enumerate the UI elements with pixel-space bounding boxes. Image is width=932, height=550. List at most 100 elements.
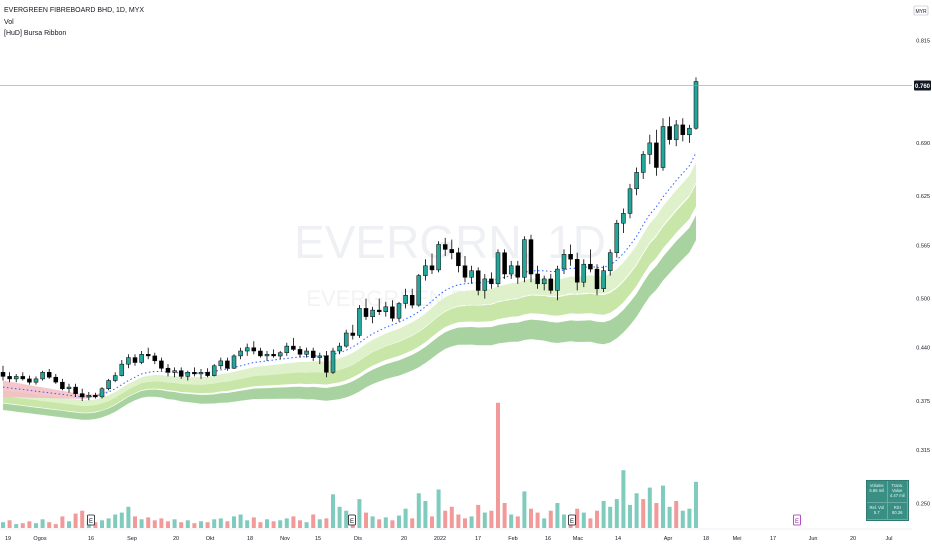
y-tick-label: 0.815	[916, 39, 930, 45]
volume-bar	[667, 506, 672, 528]
candle-body	[541, 278, 547, 285]
volume-bar	[232, 516, 236, 528]
candle-body	[607, 252, 613, 271]
candle-body	[178, 370, 184, 377]
x-tick-label: Jul	[885, 536, 892, 542]
volume-bar	[449, 506, 454, 528]
volume-bar	[73, 513, 78, 528]
x-tick-label: 14	[615, 536, 621, 542]
volume-bar	[482, 512, 487, 528]
candle-body	[667, 126, 672, 140]
x-tick-label: Apr	[664, 536, 673, 542]
volume-bar	[614, 499, 619, 528]
x-tick-label: Mac	[573, 536, 584, 542]
x-tick-label: 18	[247, 536, 253, 542]
volume-bar	[298, 520, 302, 528]
stats-rsi-label: RSI	[893, 505, 901, 510]
candle-body	[192, 372, 197, 375]
volume-bar	[337, 506, 342, 528]
candle-body	[383, 306, 389, 312]
volume-bar	[476, 504, 481, 528]
candle-body	[310, 350, 316, 358]
x-tick-label: Okt	[206, 536, 215, 542]
volume-bar	[199, 521, 203, 528]
candle-body	[581, 263, 587, 283]
earnings-event-marker	[793, 514, 801, 526]
candle-body	[66, 386, 72, 389]
volume-bar	[357, 499, 362, 528]
y-tick-label: 0.565	[916, 243, 930, 249]
x-tick-label: 19	[5, 536, 11, 542]
candle-body	[291, 345, 296, 350]
last-price-tag	[914, 80, 931, 91]
candle-body	[370, 309, 375, 317]
volume-bar	[34, 523, 38, 528]
candle-body	[317, 355, 323, 358]
x-tick-label: Jun	[809, 536, 818, 542]
candle-body	[376, 309, 382, 312]
volume-bar	[694, 481, 698, 528]
candle-body	[73, 386, 78, 394]
x-tick-label: 20	[850, 536, 856, 542]
candle-body	[673, 124, 679, 140]
candle-body	[264, 354, 270, 357]
legend-volume-indicator[interactable]: Vol	[4, 18, 14, 26]
volume-bar	[581, 512, 586, 528]
stats-relvol-label: Rel. Vol	[869, 505, 884, 510]
volume-bar	[456, 514, 461, 528]
volume-bar	[27, 521, 32, 528]
candle-body	[277, 352, 283, 357]
legend-ribbon-indicator[interactable]: [HuD] Bursa Ribbon	[4, 30, 67, 37]
earnings-event-letter: E	[89, 519, 93, 525]
candle-body	[594, 268, 600, 290]
candle-body	[574, 259, 580, 283]
last-price-label: 0.760	[915, 84, 931, 90]
candle-body	[165, 367, 171, 373]
candle-body	[502, 252, 507, 275]
volume-bar	[674, 501, 679, 528]
y-tick-label: 0.315	[916, 448, 930, 454]
volume-bar	[416, 493, 421, 528]
stats-volume-value: 5.86 mil	[869, 488, 885, 493]
candle-body	[429, 265, 435, 271]
candle-body	[449, 249, 455, 253]
candle-body	[159, 360, 164, 369]
stats-trans-value: Trans. Value 4.47 mil	[887, 481, 908, 503]
candle-body	[528, 239, 534, 275]
volume-bar	[225, 521, 230, 528]
volume-bar	[641, 499, 646, 528]
chart-legend: EVERGREEN FIBREBOARD BHD, 1D, MYX Vol [H…	[4, 5, 144, 40]
volume-bar	[601, 501, 606, 528]
candle-body	[396, 303, 402, 319]
volume-bar	[258, 522, 263, 528]
x-tick-label: Nov	[280, 536, 290, 542]
candle-body	[330, 350, 336, 373]
volume-bar	[139, 519, 144, 528]
candle-body	[13, 376, 19, 380]
candle-body	[548, 278, 554, 291]
volume-bar	[562, 514, 566, 528]
candle-body	[145, 354, 151, 357]
volume-bar	[80, 510, 85, 528]
volume-bar	[7, 520, 12, 528]
candle-body	[106, 380, 111, 389]
earnings-event-letter: E	[795, 519, 799, 525]
candle-body	[456, 252, 461, 267]
candle-body	[60, 381, 65, 390]
volume-bar	[331, 494, 335, 528]
legend-title[interactable]: EVERGREEN FIBREBOARD BHD, 1D, MYX	[4, 7, 145, 14]
volume-bar	[205, 522, 210, 528]
candle-body	[337, 345, 342, 352]
volume-bar	[529, 508, 533, 528]
stats-table: Volume 5.86 mil Trans. Value 4.47 mil Re…	[866, 480, 909, 521]
volume-bar	[397, 515, 401, 528]
candle-body	[522, 239, 527, 278]
y-tick-label: 0.690	[916, 141, 930, 147]
candle-body	[27, 378, 32, 383]
volume-bar	[628, 504, 632, 528]
volume-bar	[608, 506, 613, 528]
candle-body	[53, 376, 59, 383]
y-tick-label: 0.625	[916, 194, 930, 200]
